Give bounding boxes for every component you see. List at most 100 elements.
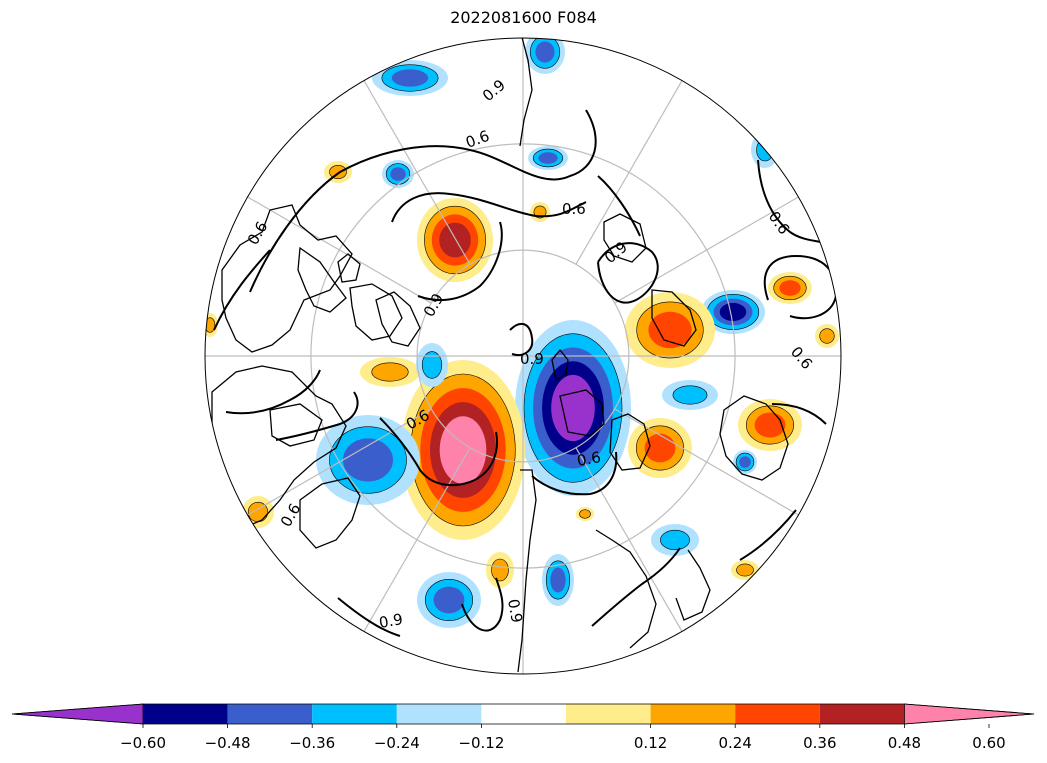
contour-line bbox=[531, 451, 618, 496]
anomaly-blob bbox=[576, 507, 594, 521]
meridian-line bbox=[363, 447, 471, 632]
anomaly-blob bbox=[731, 560, 759, 580]
coastline bbox=[719, 395, 789, 481]
colorbar-tick-label: −0.36 bbox=[289, 734, 335, 752]
colorbar-segment bbox=[227, 704, 313, 724]
meridian-line bbox=[363, 80, 471, 265]
anomaly-level bbox=[390, 167, 406, 181]
anomaly-field bbox=[205, 38, 839, 628]
anomaly-level bbox=[343, 438, 393, 482]
coastline bbox=[517, 469, 537, 673]
coastline bbox=[609, 413, 651, 471]
map-boundary bbox=[204, 37, 842, 675]
anomaly-blob bbox=[815, 324, 839, 348]
contour-line bbox=[225, 369, 321, 415]
colorbar-segment bbox=[481, 704, 566, 724]
anomaly-level bbox=[819, 328, 835, 344]
anomaly-blob bbox=[416, 343, 448, 387]
anomaly-blob bbox=[733, 450, 757, 474]
contour-line bbox=[597, 242, 659, 304]
anomaly-blob bbox=[768, 272, 812, 304]
anomaly-level bbox=[491, 558, 509, 582]
anomaly-blob bbox=[662, 380, 718, 410]
colorbar-extend-right bbox=[904, 703, 1035, 725]
colorbar-segments bbox=[11, 703, 1035, 725]
anomaly-blob bbox=[382, 160, 414, 188]
colorbar-tick-label: 0.36 bbox=[803, 734, 836, 752]
anomaly-blob bbox=[625, 292, 715, 368]
colorbar-segment bbox=[735, 704, 820, 724]
coastline bbox=[269, 403, 323, 447]
anomaly-blob bbox=[417, 198, 493, 282]
anomaly-blob bbox=[372, 60, 448, 96]
colorbar-ticks: −0.60 −0.48 −0.36 −0.24 −0.12 0.12 0.24 0.36 0.4… bbox=[120, 724, 1006, 752]
contour-line bbox=[337, 597, 401, 637]
anomaly-blob bbox=[738, 399, 802, 451]
colorbar-tick-label: 0.24 bbox=[718, 734, 751, 752]
anomaly-level bbox=[648, 311, 692, 349]
coastline bbox=[519, 38, 533, 147]
meridian-line bbox=[247, 196, 432, 304]
contour-line bbox=[213, 249, 271, 331]
coastline bbox=[651, 289, 697, 347]
anomaly-level bbox=[433, 586, 465, 614]
colorbar-segment bbox=[143, 704, 228, 724]
anomaly-blob bbox=[525, 38, 565, 74]
contour-line bbox=[509, 322, 534, 356]
anomaly-level bbox=[644, 433, 676, 463]
anomaly-level bbox=[736, 563, 754, 577]
anomaly-level bbox=[551, 374, 595, 442]
contour-label: 0.9 bbox=[504, 598, 526, 625]
contour-label: 0.9 bbox=[520, 350, 544, 368]
coastline bbox=[675, 549, 711, 621]
colorbar-segment bbox=[650, 704, 736, 724]
anomaly-blob bbox=[417, 572, 481, 628]
anomaly-level bbox=[719, 302, 747, 322]
anomaly-level bbox=[779, 280, 801, 296]
anomaly-blob bbox=[542, 554, 574, 606]
colorbar-tick-label: −0.60 bbox=[120, 734, 166, 752]
coastline bbox=[349, 283, 403, 341]
contour-line bbox=[597, 175, 641, 237]
anomaly-level bbox=[391, 69, 429, 87]
contour-label: 0.6 bbox=[562, 200, 586, 218]
anomaly-level bbox=[739, 456, 751, 468]
colorbar-extend-left bbox=[11, 703, 144, 725]
coastline bbox=[375, 291, 421, 347]
contour-line bbox=[739, 509, 797, 561]
anomaly-blob bbox=[360, 357, 420, 387]
anomaly-level bbox=[754, 412, 786, 438]
coastline bbox=[559, 389, 605, 437]
meridian-line bbox=[614, 196, 799, 304]
anomaly-level bbox=[672, 385, 708, 405]
contour-line bbox=[391, 192, 587, 223]
colorbar-tick-label: 0.60 bbox=[972, 734, 1005, 752]
contour-line bbox=[275, 391, 359, 441]
coastline bbox=[221, 204, 353, 353]
anomaly-level bbox=[371, 362, 409, 382]
contour-label: 0.6 bbox=[576, 448, 603, 470]
anomaly-blob bbox=[701, 290, 765, 334]
graticule bbox=[205, 38, 841, 674]
coastline bbox=[551, 348, 569, 382]
contour-line bbox=[591, 547, 681, 627]
coastline bbox=[603, 213, 647, 263]
anomaly-blob bbox=[515, 320, 631, 496]
coastline bbox=[297, 246, 347, 313]
colorbar-tick-label: −0.24 bbox=[374, 734, 420, 752]
colorbar-segment bbox=[819, 704, 905, 724]
contour-line bbox=[417, 221, 503, 302]
anomaly-level bbox=[421, 351, 443, 379]
map-title: 2022081600 F084 bbox=[450, 8, 597, 27]
colorbar-tick-label: 0.48 bbox=[888, 734, 921, 752]
contour-line bbox=[763, 254, 838, 320]
anomaly-level bbox=[579, 509, 591, 519]
colorbar-segment bbox=[566, 704, 651, 724]
meridian-line bbox=[575, 447, 683, 632]
coastline bbox=[595, 529, 657, 649]
colorbar-tick-label: −0.48 bbox=[205, 734, 251, 752]
contour-label: 0.9 bbox=[378, 610, 405, 632]
anomaly-level bbox=[439, 222, 471, 258]
anomaly-level bbox=[535, 41, 555, 63]
